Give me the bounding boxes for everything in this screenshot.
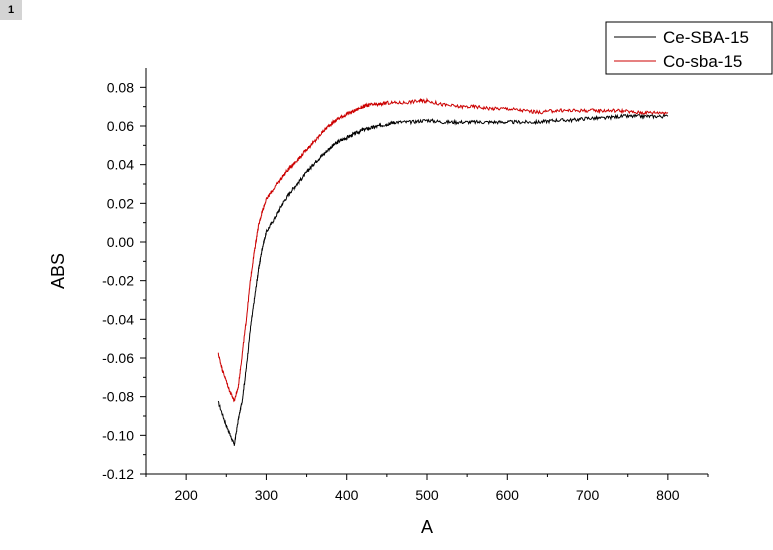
y-tick-label: -0.08 bbox=[102, 389, 134, 405]
x-tick-label: 400 bbox=[335, 487, 359, 503]
legend-label: Co-sba-15 bbox=[663, 52, 742, 71]
y-tick-label: -0.02 bbox=[102, 273, 134, 289]
x-tick-label: 200 bbox=[174, 487, 198, 503]
series-layer bbox=[217, 97, 669, 446]
y-tick-label: -0.04 bbox=[102, 311, 134, 327]
x-tick-label: 800 bbox=[656, 487, 680, 503]
panel-number-badge: 1 bbox=[0, 0, 22, 20]
y-axis-title: ABS bbox=[48, 253, 68, 289]
x-tick-label: 700 bbox=[576, 487, 600, 503]
x-tick-label: 600 bbox=[496, 487, 520, 503]
x-tick-label: 500 bbox=[415, 487, 439, 503]
y-tick-label: 0.08 bbox=[107, 79, 134, 95]
y-tick-label: 0.00 bbox=[107, 234, 134, 250]
series-line-ce-sba-15 bbox=[217, 112, 669, 446]
y-tick-label: -0.10 bbox=[102, 427, 134, 443]
x-tick-label: 300 bbox=[255, 487, 279, 503]
legend-label: Ce-SBA-15 bbox=[663, 28, 749, 47]
axes: 200 300 400 500 600 700 800 -0.12 -0.10 -0.08 -0.0… bbox=[102, 68, 709, 503]
y-tick-label: -0.12 bbox=[102, 466, 134, 482]
y-tick-label: 0.04 bbox=[107, 157, 134, 173]
series-line-co-sba-15 bbox=[217, 97, 669, 403]
y-tick-label: -0.06 bbox=[102, 350, 134, 366]
x-axis-title: A bbox=[421, 517, 433, 537]
y-tick-label: 0.02 bbox=[107, 195, 134, 211]
y-tick-label: 0.06 bbox=[107, 118, 134, 134]
legend-box bbox=[605, 21, 773, 75]
legend: Ce-SBA-15 Co-sba-15 bbox=[605, 21, 773, 75]
